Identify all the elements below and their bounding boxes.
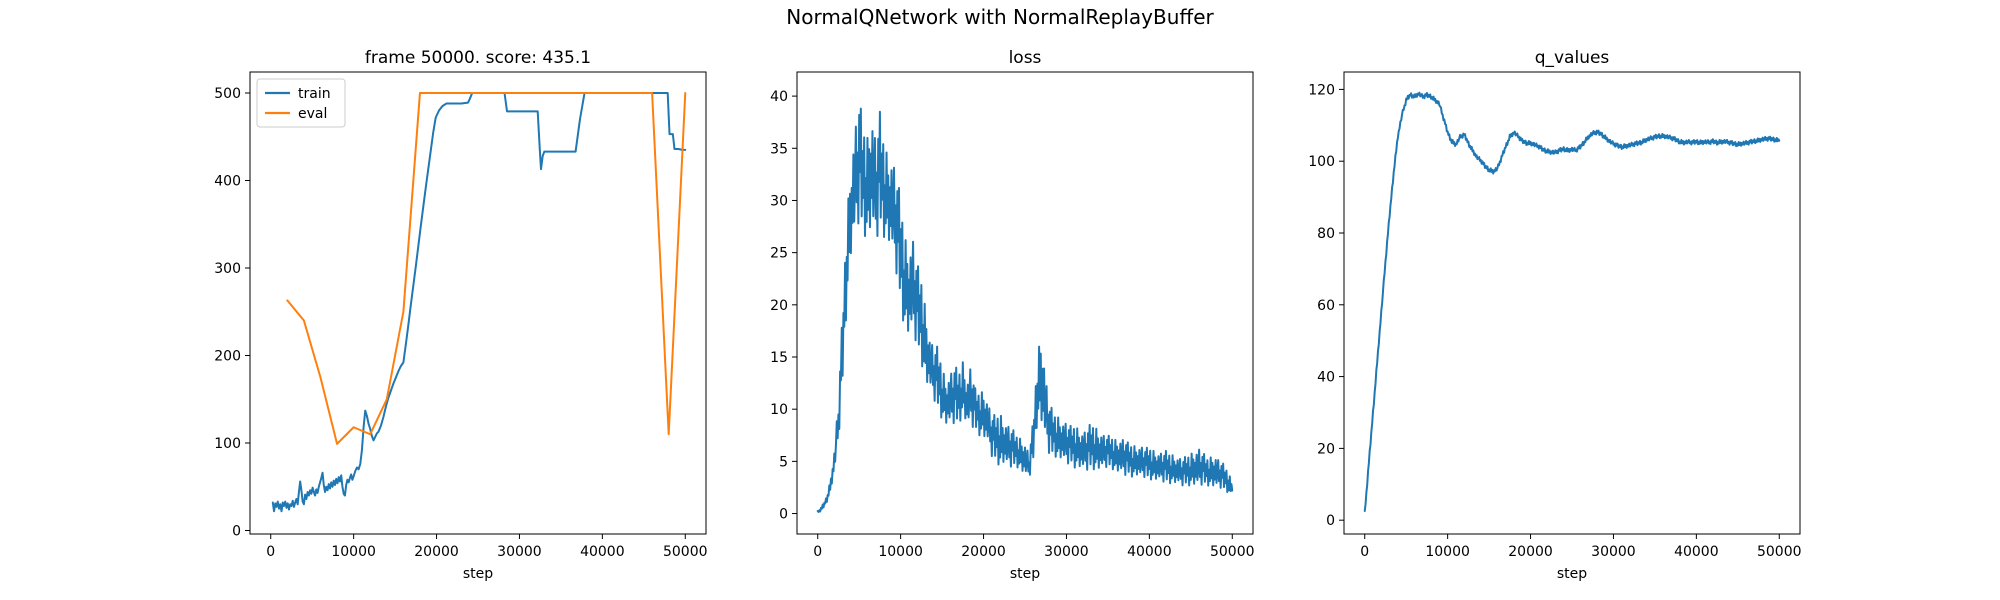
axes-spine xyxy=(796,71,1254,535)
x-tick-label: 20000 xyxy=(961,544,1006,560)
y-tick-label: 500 xyxy=(214,86,241,102)
figure-title: NormalQNetwork with NormalReplayBuffer xyxy=(786,5,1214,29)
x-tick-label: 10000 xyxy=(331,544,376,560)
y-tick-label: 30 xyxy=(770,193,788,209)
y-tick-label: 0 xyxy=(779,507,788,523)
loss-line xyxy=(816,107,1234,513)
chart-title: q_values xyxy=(1535,48,1610,68)
y-tick-label: 400 xyxy=(214,174,241,190)
y-tick-label: 5 xyxy=(779,454,788,470)
score-chart: 0 10000 20000 30000 40000 50000 0 100 200 300 400 5… xyxy=(214,48,707,582)
y-tick-label: 15 xyxy=(770,350,788,366)
x-tick-label: 0 xyxy=(1360,544,1369,560)
x-tick-label: 30000 xyxy=(1591,544,1636,560)
y-tick-label: 35 xyxy=(770,141,788,157)
y-tick-label: 120 xyxy=(1308,82,1335,98)
x-tick-label: 20000 xyxy=(414,544,459,560)
eval-line xyxy=(286,92,687,445)
y-tick-label: 20 xyxy=(1317,441,1335,457)
x-tick-label: 50000 xyxy=(1757,544,1802,560)
y-tick-label: 0 xyxy=(1326,513,1335,529)
x-tick-label: 0 xyxy=(266,544,275,560)
chart-title: frame 50000. score: 435.1 xyxy=(365,48,591,68)
eval-legend-label: eval xyxy=(298,106,327,122)
x-tick-label: 30000 xyxy=(1044,544,1089,560)
chart-title: loss xyxy=(1009,48,1042,68)
y-tick-label: 0 xyxy=(232,524,241,540)
y-tick-label: 100 xyxy=(1308,154,1335,170)
x-axis-label: step xyxy=(463,566,493,582)
x-tick-label: 30000 xyxy=(497,544,542,560)
x-tick-label: 20000 xyxy=(1508,544,1553,560)
x-tick-label: 50000 xyxy=(663,544,708,560)
y-tick-label: 60 xyxy=(1317,298,1335,314)
y-tick-label: 40 xyxy=(1317,370,1335,386)
x-axis-label: step xyxy=(1557,566,1587,582)
legend: train eval xyxy=(256,78,346,128)
x-tick-label: 10000 xyxy=(878,544,923,560)
y-tick-label: 25 xyxy=(770,246,788,262)
y-tick-label: 80 xyxy=(1317,226,1335,242)
train-legend-label: train xyxy=(298,86,331,102)
y-tick-label: 100 xyxy=(214,436,241,452)
y-tick-label: 200 xyxy=(214,349,241,365)
qvalues-chart: 0 10000 20000 30000 40000 50000 0 20 40 60 80 100 12… xyxy=(1308,48,1801,582)
loss-chart: 0 10000 20000 30000 40000 50000 0 5 10 15 20 25 30 35… xyxy=(770,48,1254,582)
y-tick-label: 40 xyxy=(770,89,788,105)
x-tick-label: 50000 xyxy=(1210,544,1255,560)
y-tick-label: 10 xyxy=(770,402,788,418)
x-tick-label: 40000 xyxy=(1127,544,1172,560)
axes-spine xyxy=(249,71,707,535)
y-tick-label: 20 xyxy=(770,298,788,314)
x-tick-label: 40000 xyxy=(580,544,625,560)
x-tick-label: 10000 xyxy=(1425,544,1470,560)
x-tick-label: 0 xyxy=(813,544,822,560)
y-tick-label: 300 xyxy=(214,261,241,277)
x-axis-label: step xyxy=(1010,566,1040,582)
x-tick-label: 40000 xyxy=(1674,544,1719,560)
q_values-line xyxy=(1363,91,1781,513)
axes-spine xyxy=(1343,71,1801,535)
legend-box xyxy=(256,78,346,128)
train-line xyxy=(271,92,687,513)
